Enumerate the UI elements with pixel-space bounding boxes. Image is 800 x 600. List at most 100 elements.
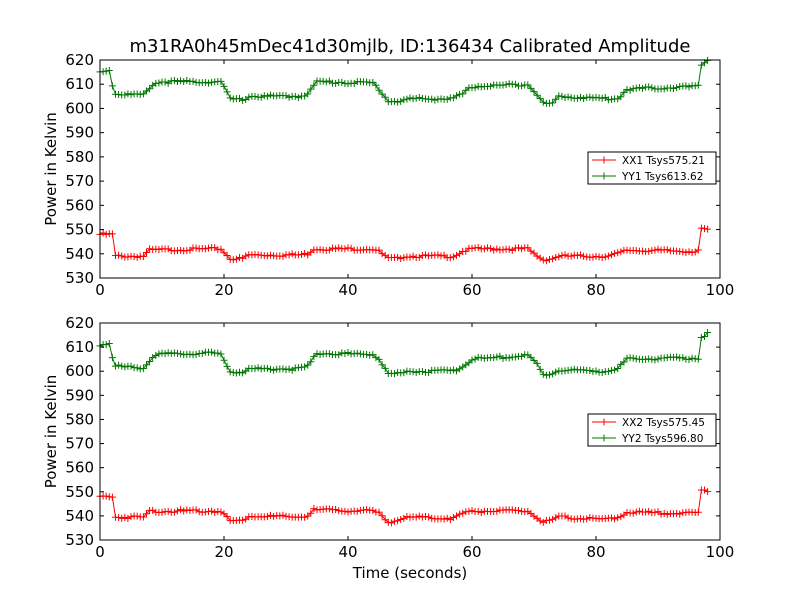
data-point-marker xyxy=(645,507,653,515)
data-point-marker xyxy=(369,506,377,514)
data-point-marker xyxy=(310,505,318,513)
data-point-marker xyxy=(515,507,522,515)
data-point-marker xyxy=(635,507,643,515)
data-point-marker xyxy=(493,353,501,361)
data-point-marker xyxy=(180,507,188,515)
data-point-marker xyxy=(676,510,684,518)
data-point-marker xyxy=(127,91,135,99)
data-point-marker xyxy=(505,354,513,362)
data-point-marker xyxy=(409,368,417,376)
data-point-marker xyxy=(685,248,693,256)
data-point-marker xyxy=(121,363,129,371)
data-point-marker xyxy=(239,96,247,104)
series-xx-group xyxy=(96,224,712,265)
data-point-marker xyxy=(604,367,612,375)
data-point-marker xyxy=(391,97,398,105)
data-point-marker xyxy=(164,245,172,253)
data-point-marker xyxy=(604,96,612,104)
data-point-marker xyxy=(316,350,324,358)
data-point-marker xyxy=(685,83,693,91)
data-point-marker xyxy=(632,508,640,516)
data-point-marker xyxy=(307,358,315,366)
data-point-marker xyxy=(412,368,420,376)
data-point-marker xyxy=(279,365,287,373)
data-point-marker xyxy=(384,518,392,526)
legend-entry-label: YY2 Tsys596.80 xyxy=(621,433,703,445)
data-point-marker xyxy=(487,244,495,252)
data-point-marker xyxy=(282,512,290,520)
data-point-marker xyxy=(217,77,225,85)
data-point-marker xyxy=(701,333,708,341)
data-point-marker xyxy=(409,252,417,260)
x-axis-label: Time (seconds) xyxy=(352,564,468,582)
data-point-marker xyxy=(177,506,185,514)
data-point-marker xyxy=(332,79,340,87)
data-point-marker xyxy=(400,96,408,104)
data-point-marker xyxy=(164,349,172,357)
data-point-marker xyxy=(226,94,234,102)
data-point-marker xyxy=(524,81,532,89)
data-point-marker xyxy=(332,245,340,253)
data-point-marker xyxy=(115,514,123,522)
data-point-marker xyxy=(639,84,646,92)
data-point-marker xyxy=(124,514,132,522)
data-point-marker xyxy=(353,349,361,357)
data-point-marker xyxy=(462,247,470,255)
data-point-marker xyxy=(682,82,690,90)
data-point-marker xyxy=(446,254,454,262)
data-point-marker xyxy=(403,512,411,520)
data-point-marker xyxy=(477,508,485,516)
data-point-marker xyxy=(536,517,544,525)
data-point-marker xyxy=(589,94,597,102)
data-point-marker xyxy=(459,90,467,98)
data-point-marker xyxy=(564,93,572,101)
data-point-marker xyxy=(121,513,129,521)
data-point-marker xyxy=(558,92,566,100)
data-point-marker xyxy=(530,88,538,96)
data-point-marker xyxy=(394,517,402,525)
data-point-marker xyxy=(701,486,708,494)
data-point-marker xyxy=(539,370,547,378)
data-point-marker xyxy=(415,93,423,101)
data-point-marker xyxy=(611,366,619,374)
data-point-marker xyxy=(592,252,600,260)
legend-entry-label: XX1 Tsys575.21 xyxy=(622,155,705,167)
data-point-marker xyxy=(335,244,343,252)
data-point-marker xyxy=(614,364,622,372)
data-point-marker xyxy=(279,252,287,260)
data-point-marker xyxy=(108,230,116,238)
data-point-marker xyxy=(232,369,240,377)
data-point-marker xyxy=(344,349,352,357)
data-point-marker xyxy=(220,356,228,364)
data-point-marker xyxy=(338,78,346,86)
data-point-marker xyxy=(115,251,123,259)
y-tick-label: 560 xyxy=(65,196,94,214)
data-point-marker xyxy=(394,253,402,261)
data-point-marker xyxy=(217,508,225,516)
data-point-marker xyxy=(102,492,110,500)
data-point-marker xyxy=(453,92,460,100)
data-point-marker xyxy=(552,514,560,522)
data-point-marker xyxy=(555,92,563,100)
data-point-marker xyxy=(474,508,482,516)
data-point-marker xyxy=(332,506,340,514)
data-point-marker xyxy=(143,510,150,518)
data-point-marker xyxy=(115,361,123,369)
data-point-marker xyxy=(313,350,321,358)
x-tick-label: 100 xyxy=(706,543,735,561)
data-point-marker xyxy=(577,251,584,259)
data-point-marker xyxy=(325,505,333,513)
x-tick-label: 60 xyxy=(462,281,481,299)
data-point-marker xyxy=(217,245,225,253)
data-point-marker xyxy=(372,354,380,362)
data-point-marker xyxy=(214,349,222,357)
legend-box xyxy=(587,413,717,447)
data-point-marker xyxy=(263,513,271,521)
data-point-marker xyxy=(223,362,231,370)
data-point-marker xyxy=(601,253,609,261)
top-panel: 0 20 40 60 80 100 530 540 550 560 570 580 590 600 610 6… xyxy=(42,51,734,299)
y-tick-label: 620 xyxy=(65,314,94,332)
data-point-marker xyxy=(223,251,231,259)
axes-frame xyxy=(99,322,721,541)
